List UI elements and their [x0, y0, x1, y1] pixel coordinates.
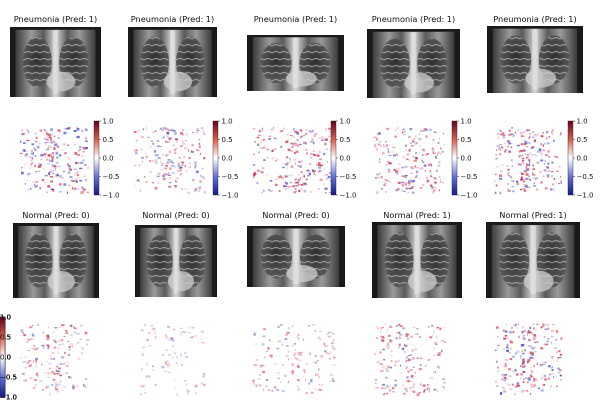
panel-9: Normal (Pred: 1) 1.0 0.5 0.0 −0.5 −1.0 — [0, 210, 462, 401]
panel-8: Normal (Pred: 0) 1.0 0.5 0.0 −0.5 −1.0 — [0, 210, 345, 401]
colorbar-tick-label: 0.5 — [0, 333, 11, 341]
panel-1: Pneumonia (Pred: 1) 1.0 0.5 0.0 −0.5 −1.0 — [10, 14, 120, 199]
colorbar-tick-label: 1.0 — [103, 117, 114, 125]
colorbar: 1.0 0.5 0.0 −0.5 −1.0 — [567, 117, 594, 199]
attribution-heatmap — [248, 317, 338, 397]
chest-xray-image — [247, 35, 344, 91]
chest-xray-image — [372, 222, 462, 298]
colorbar-tick-label: 1.0 — [340, 117, 351, 125]
chest-xray-image — [10, 27, 101, 97]
colorbar-tick-label: −1.0 — [0, 393, 17, 401]
panel-title: Normal (Pred: 1) — [499, 210, 566, 220]
colorbar-tick-label: −0.5 — [340, 173, 357, 181]
colorbar-tick-label: 0.0 — [222, 154, 233, 162]
attribution-heatmap — [490, 121, 564, 195]
colorbar-tick-label: −1.0 — [103, 191, 120, 199]
attribution-heatmap — [16, 317, 90, 397]
colorbar-tick-label: −0.5 — [0, 373, 17, 381]
colorbar-tick-label: 1.0 — [461, 117, 472, 125]
colorbar-tick-label: 1.0 — [577, 117, 588, 125]
colorbar-tick-label: −0.5 — [577, 173, 594, 181]
colorbar: 1.0 0.5 0.0 −0.5 −1.0 — [93, 117, 120, 199]
colorbar: 1.0 0.5 0.0 −0.5 −1.0 — [0, 313, 17, 401]
colorbar: 1.0 0.5 0.0 −0.5 −1.0 — [330, 117, 357, 199]
chest-xray-image — [486, 222, 580, 298]
colorbar-tick-label: −1.0 — [577, 191, 594, 199]
colorbar-tick-label: 0.5 — [340, 136, 351, 144]
chest-xray-image — [13, 223, 99, 298]
chest-xray-image — [247, 226, 345, 287]
attribution-heatmap — [16, 121, 90, 195]
colorbar-tick-label: 1.0 — [0, 313, 11, 321]
colorbar-tick-label: 1.0 — [0, 313, 11, 321]
panel-title: Pneumonia (Pred: 1) — [131, 14, 214, 24]
chest-xray-image — [128, 27, 217, 97]
colorbar-tick-label: 0.5 — [0, 333, 11, 341]
chest-xray-image — [367, 29, 460, 98]
colorbar-tick-label: 0.0 — [0, 353, 11, 361]
colorbar-tick-label: −0.5 — [0, 373, 17, 381]
colorbar-tick-label: 1.0 — [0, 313, 11, 321]
attribution-heatmap — [248, 121, 338, 195]
colorbar-tick-label: 0.5 — [577, 136, 588, 144]
colorbar-tick-label: −1.0 — [0, 393, 17, 401]
colorbar-tick-label: −0.5 — [0, 373, 17, 381]
chest-xray-image — [135, 225, 217, 297]
attribution-heatmap — [130, 121, 208, 195]
attribution-heatmap — [490, 317, 564, 397]
colorbar-tick-label: 0.5 — [0, 333, 11, 341]
colorbar: 1.0 0.5 0.0 −0.5 −1.0 — [212, 117, 239, 199]
attribution-heatmap — [130, 317, 208, 397]
panel-5: Pneumonia (Pred: 1) 1.0 0.5 0.0 −0.5 −1.0 — [487, 14, 594, 199]
colorbar-tick-label: −0.5 — [0, 373, 17, 381]
colorbar-tick-label: −1.0 — [0, 393, 17, 401]
colorbar-tick-label: 0.5 — [461, 136, 472, 144]
panel-title: Normal (Pred: 0) — [262, 210, 329, 220]
colorbar-tick-label: 1.0 — [222, 117, 233, 125]
colorbar-tick-label: 0.5 — [0, 333, 11, 341]
colorbar-tick-label: 0.0 — [461, 154, 472, 162]
colorbar: 1.0 0.5 0.0 −0.5 −1.0 — [451, 117, 478, 199]
panel-10: Normal (Pred: 1) 1.0 0.5 0.0 −0.5 −1.0 — [0, 210, 580, 401]
panel-3: Pneumonia (Pred: 1) 1.0 0.5 0.0 −0.5 −1.0 — [247, 14, 357, 199]
colorbar-tick-label: 0.5 — [103, 136, 114, 144]
panel-title: Normal (Pred: 1) — [383, 210, 450, 220]
colorbar-tick-label: −1.0 — [461, 191, 478, 199]
colorbar-tick-label: 1.0 — [0, 313, 11, 321]
panel-2: Pneumonia (Pred: 1) 1.0 0.5 0.0 −0.5 −1.0 — [128, 14, 239, 199]
colorbar-tick-label: 1.0 — [0, 313, 11, 321]
colorbar-tick-label: −0.5 — [461, 173, 478, 181]
colorbar-tick-label: −1.0 — [0, 393, 17, 401]
colorbar-tick-label: −1.0 — [222, 191, 239, 199]
panel-title: Pneumonia (Pred: 1) — [493, 14, 576, 24]
colorbar-tick-label: 0.0 — [103, 154, 114, 162]
colorbar-tick-label: −1.0 — [340, 191, 357, 199]
panel-6: Normal (Pred: 0) 1.0 0.5 0.0 −0.5 −1.0 — [0, 210, 99, 401]
chest-xray-image — [487, 26, 583, 93]
panel-4: Pneumonia (Pred: 1) 1.0 0.5 0.0 −0.5 −1.0 — [367, 14, 478, 199]
colorbar-tick-label: 0.0 — [340, 154, 351, 162]
attribution-heatmap — [370, 121, 448, 195]
colorbar-tick-label: 0.0 — [0, 353, 11, 361]
colorbar-tick-label: 0.0 — [0, 353, 11, 361]
panel-title: Normal (Pred: 0) — [142, 210, 209, 220]
colorbar-tick-label: 0.5 — [0, 333, 11, 341]
panel-title: Normal (Pred: 0) — [22, 210, 89, 220]
colorbar-tick-label: −0.5 — [0, 373, 17, 381]
panel-title: Pneumonia (Pred: 1) — [372, 14, 455, 24]
colorbar-tick-label: −1.0 — [0, 393, 17, 401]
colorbar-tick-label: 0.0 — [0, 353, 11, 361]
colorbar-tick-label: 0.5 — [222, 136, 233, 144]
attribution-heatmap — [370, 317, 448, 397]
colorbar-tick-label: −0.5 — [222, 173, 239, 181]
panel-title: Pneumonia (Pred: 1) — [254, 14, 337, 24]
colorbar-tick-label: 0.0 — [577, 154, 588, 162]
panel-title: Pneumonia (Pred: 1) — [14, 14, 97, 24]
colorbar-tick-label: −0.5 — [103, 173, 120, 181]
colorbar-tick-label: 0.0 — [0, 353, 11, 361]
